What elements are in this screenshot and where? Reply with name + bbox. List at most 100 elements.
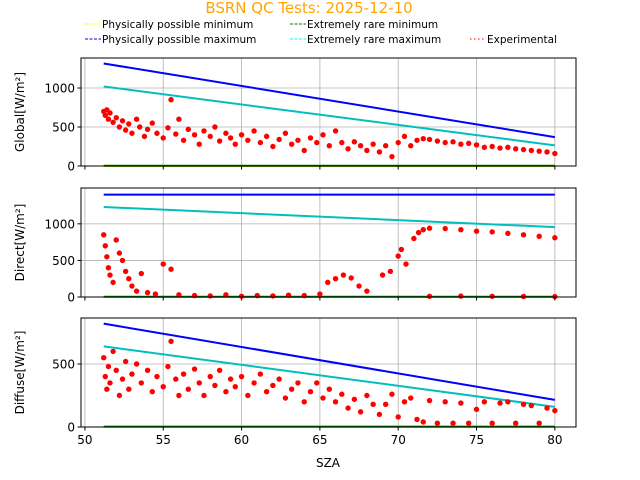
data-point [364, 288, 370, 294]
y-tick-label: 0 [67, 291, 75, 305]
data-point [116, 250, 123, 256]
data-point [426, 136, 433, 143]
data-point [408, 143, 414, 149]
data-point [382, 143, 389, 149]
data-point [133, 116, 140, 122]
data-point [450, 420, 456, 426]
legend-label: Physically possible minimum [102, 19, 253, 31]
data-point [216, 367, 223, 373]
data-point [251, 380, 257, 386]
legend-label: Experimental [487, 34, 557, 46]
data-point [326, 143, 332, 149]
data-point [191, 366, 198, 372]
data-point [196, 380, 202, 386]
data-point [270, 143, 276, 150]
legend-label: Extremely rare maximum [307, 34, 441, 46]
data-point [168, 97, 174, 103]
data-point [122, 268, 129, 275]
data-point [357, 143, 364, 149]
data-point [414, 137, 420, 143]
data-point [497, 400, 503, 406]
data-point [420, 419, 426, 425]
data-point [102, 112, 108, 119]
data-point [107, 380, 113, 386]
data-point [528, 402, 535, 409]
data-point [401, 133, 408, 140]
data-point [133, 361, 140, 367]
data-point [544, 149, 550, 155]
data-point [288, 141, 295, 147]
data-point [160, 383, 166, 390]
data-point [497, 145, 503, 151]
data-point [105, 265, 112, 271]
data-point [295, 137, 301, 143]
y-tick-label: 1000 [44, 217, 75, 231]
data-point [465, 140, 472, 147]
legend-label: Extremely rare minimum [307, 19, 438, 31]
data-point [232, 141, 238, 147]
data-point [105, 363, 112, 370]
data-point [116, 392, 123, 399]
data-point [101, 354, 107, 361]
data-point [173, 376, 179, 382]
data-point [379, 272, 386, 278]
y-tick-label: 0 [67, 421, 75, 435]
y-axis-label: Global[W/m²] [13, 72, 27, 152]
data-point [442, 399, 448, 405]
data-point [223, 389, 229, 395]
legend-item: Physically possible minimum [85, 19, 253, 31]
data-point [207, 293, 213, 299]
data-point [173, 131, 179, 137]
data-point [101, 232, 107, 238]
data-point [201, 392, 207, 399]
y-axis-label: Diffuse[W/m²] [13, 331, 27, 415]
data-point [320, 395, 326, 401]
data-point [481, 144, 488, 150]
legend-label: Physically possible maximum [102, 34, 256, 46]
data-point [376, 411, 383, 418]
data-point [144, 126, 151, 133]
data-point [263, 133, 270, 140]
data-point [348, 275, 354, 281]
data-point [387, 268, 394, 275]
data-point [364, 392, 370, 399]
line-rare-max [103, 206, 555, 229]
data-point [149, 120, 155, 126]
data-point [176, 116, 182, 122]
line-phys-max [103, 322, 556, 401]
data-point [141, 133, 148, 140]
data-point [251, 128, 257, 134]
data-point [102, 243, 108, 249]
data-point [552, 150, 558, 157]
data-point [389, 391, 395, 397]
data-point [420, 226, 426, 233]
legend-item: Experimental [470, 34, 557, 46]
data-point [138, 270, 145, 277]
y-tick-label: 500 [52, 254, 75, 268]
data-point [104, 254, 110, 260]
data-point [512, 146, 519, 152]
data-point [160, 135, 166, 141]
data-point [401, 399, 408, 405]
data-point [282, 130, 289, 136]
data-point [176, 292, 182, 298]
data-point [116, 124, 123, 130]
data-point [238, 373, 245, 380]
data-point [512, 420, 519, 426]
axes-frame [80, 187, 577, 298]
data-point [320, 132, 326, 138]
data-point [105, 116, 112, 122]
data-point [165, 125, 171, 131]
data-point [489, 143, 495, 150]
data-point [403, 261, 409, 267]
data-point [152, 291, 159, 297]
data-point [107, 110, 113, 116]
line-phys-max [103, 62, 556, 139]
data-point [351, 396, 358, 402]
data-point [528, 147, 535, 154]
data-point [245, 137, 251, 143]
data-point [544, 405, 550, 411]
data-point [332, 276, 339, 282]
data-point [238, 293, 245, 299]
data-point [119, 257, 126, 264]
